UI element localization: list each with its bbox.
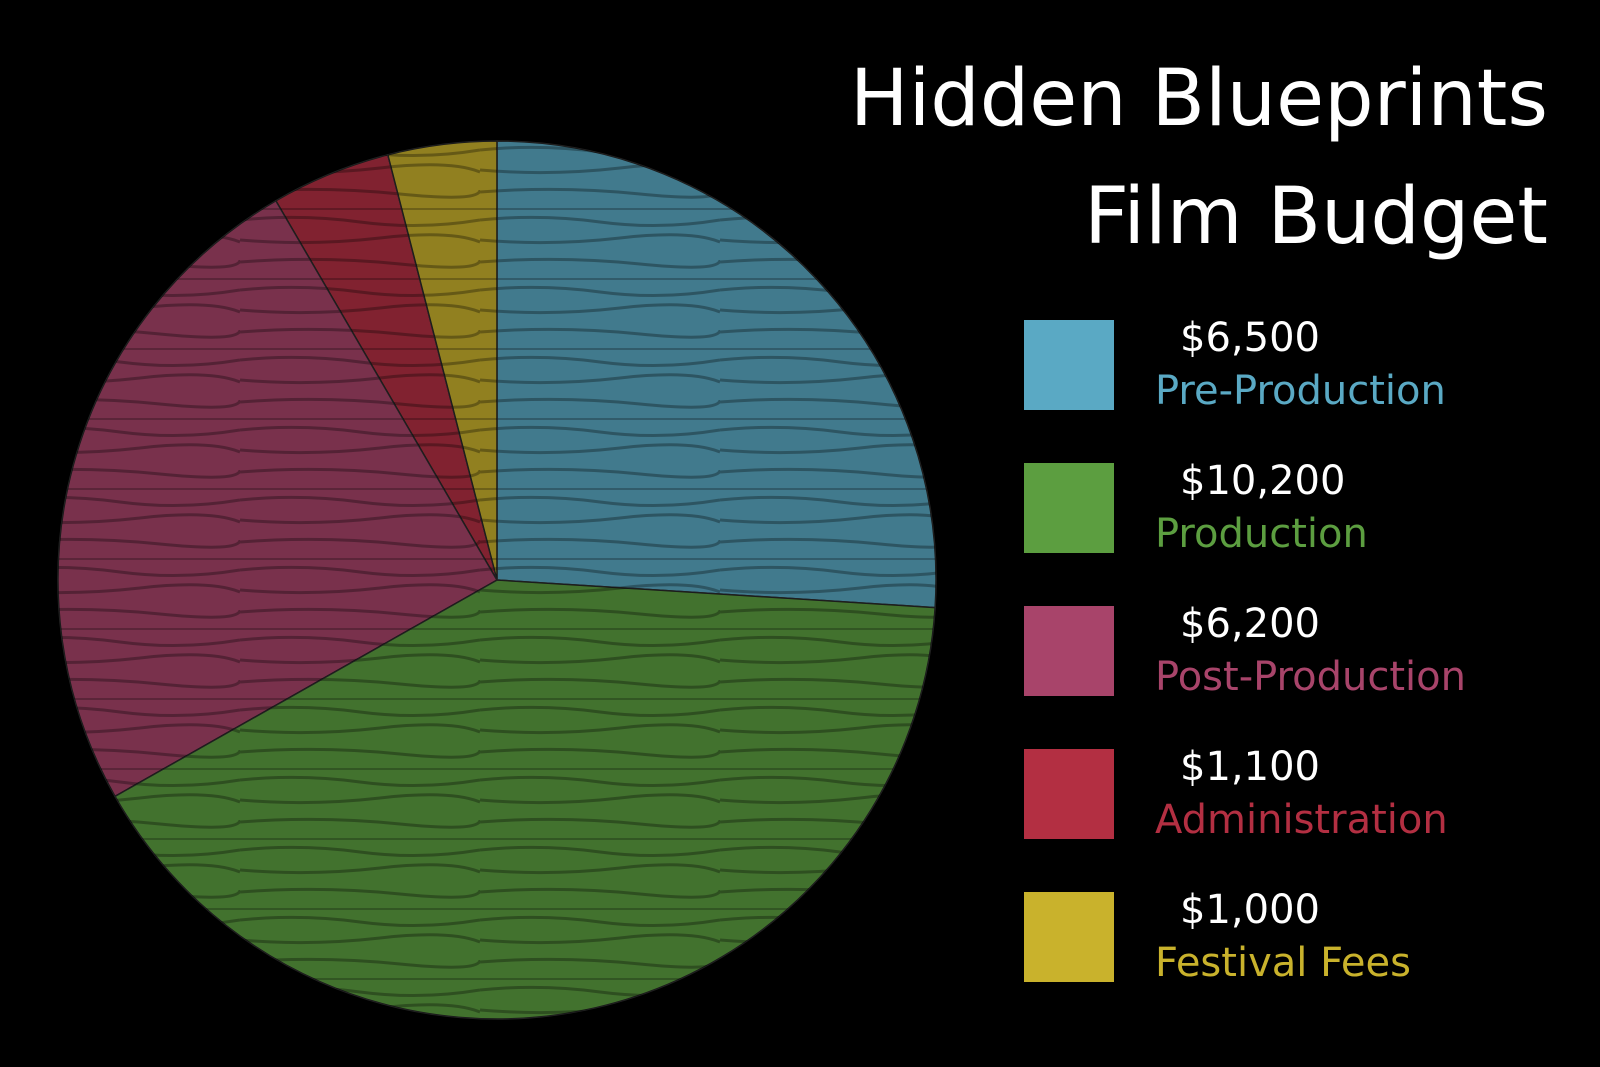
legend-label: Administration	[1155, 797, 1448, 843]
legend-value: $6,200	[1180, 601, 1320, 647]
legend-swatch	[1024, 892, 1114, 982]
legend-value: $6,500	[1180, 315, 1320, 361]
legend-value: $1,100	[1180, 744, 1320, 790]
legend-swatch	[1024, 749, 1114, 839]
legend-value: $10,200	[1180, 458, 1345, 504]
legend-swatch	[1024, 320, 1114, 410]
legend-swatch	[1024, 463, 1114, 553]
legend: $6,500 Pre-Production $10,200 Production $6,…	[1024, 315, 1466, 986]
legend-label: Festival Fees	[1155, 940, 1411, 986]
pie-slice	[496, 140, 937, 609]
legend-swatch	[1024, 606, 1114, 696]
legend-label: Pre-Production	[1155, 368, 1446, 414]
legend-value: $1,000	[1180, 887, 1320, 933]
legend-label: Post-Production	[1155, 654, 1466, 700]
chart-title: Hidden Blueprints Film Budget	[849, 54, 1548, 262]
pie	[57, 140, 937, 1020]
legend-label: Production	[1155, 511, 1368, 557]
